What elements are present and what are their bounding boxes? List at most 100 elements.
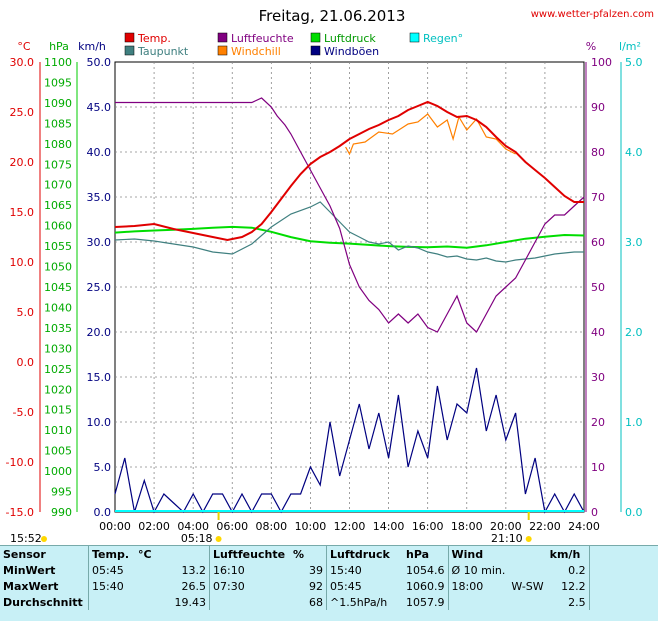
humidity-tick-label: 80 xyxy=(591,146,605,159)
axis-ticks: 30.0 25.0 20.0 15.0 10.0 5.0 0.0 -5.0 -10.0 -15.0… xyxy=(6,56,643,519)
humidity-tick-label: 50 xyxy=(591,281,605,294)
moon-mark-label: 15:52 xyxy=(10,532,42,545)
x-tick-label: 12:00 xyxy=(334,520,366,533)
temp-tick-label: 15.0 xyxy=(10,206,35,219)
pressure-tick-label: 995 xyxy=(51,486,72,499)
x-tick-label: 20:00 xyxy=(490,520,522,533)
stats-row: MaxWert 15:40 26.5 07:30 92 05:45 1060.9… xyxy=(0,578,658,594)
temp-tick-label: 30.0 xyxy=(10,56,35,69)
legend-swatch xyxy=(310,45,321,56)
stats-temp-time: 05:45 xyxy=(92,563,124,577)
series-line-taupunkt xyxy=(114,201,584,263)
stats-hum-time xyxy=(210,594,291,610)
temp-tick-label: 10.0 xyxy=(10,256,35,269)
stats-press-time: 05:45 xyxy=(330,579,362,593)
stats-hum-value: 68 xyxy=(290,594,327,610)
wind-tick-label: 45.0 xyxy=(87,101,112,114)
legend-label: Luftfeuchte xyxy=(231,32,294,45)
humidity-tick-label: 10 xyxy=(591,461,605,474)
legend-label: Temp. xyxy=(137,32,171,45)
stats-press-time: ^1.5hPa/h xyxy=(330,595,388,609)
temp-tick-label: -15.0 xyxy=(6,506,34,519)
stats-wind-value: 12.2 xyxy=(546,578,590,594)
pressure-tick-label: 1065 xyxy=(44,199,72,212)
humidity-tick-label: 40 xyxy=(591,326,605,339)
stats-temp-time: 15:40 xyxy=(92,579,124,593)
legend-label: Regen° xyxy=(423,32,463,45)
legend-label: Luftdruck xyxy=(324,32,376,45)
x-tick-label: 24:00 xyxy=(568,520,600,533)
weather-chart: Freitag, 21.06.2013 www.wetter-pfalzen.c… xyxy=(6,7,654,545)
humidity-tick-label: 20 xyxy=(591,416,605,429)
wind-tick-label: 10.0 xyxy=(87,416,112,429)
stats-header-wind-dir xyxy=(508,546,546,562)
x-tick-label: 04:00 xyxy=(177,520,209,533)
temp-tick-label: 20.0 xyxy=(10,156,35,169)
pressure-tick-label: 1060 xyxy=(44,220,72,233)
humidity-tick-label: 90 xyxy=(591,101,605,114)
stats-header-press: Luftdruck xyxy=(330,547,390,561)
series-line-windchill xyxy=(345,113,516,156)
legend-label: Windchill xyxy=(231,45,281,58)
stats-header-wind-unit: km/h xyxy=(546,546,590,562)
x-tick-label: 14:00 xyxy=(373,520,405,533)
stats-row-label: MinWert xyxy=(0,562,89,578)
stats-wind-dir: W-SW xyxy=(511,579,544,593)
legend-swatch xyxy=(124,32,135,43)
stats-temp-value: 26.5 xyxy=(135,578,210,594)
stats-hum-time: 16:10 xyxy=(213,563,245,577)
stats-hum-time: 07:30 xyxy=(213,579,245,593)
temp-tick-label: 0.0 xyxy=(17,356,35,369)
x-tick-label: 08:00 xyxy=(255,520,287,533)
pressure-tick-label: 1025 xyxy=(44,363,72,376)
pressure-tick-label: 1070 xyxy=(44,179,72,192)
pressure-tick-label: 1015 xyxy=(44,404,72,417)
moon-mark-icon xyxy=(41,536,47,542)
wind-tick-label: 5.0 xyxy=(94,461,112,474)
legend-swatch xyxy=(310,32,321,43)
rain-unit: l/m² xyxy=(619,40,641,53)
pressure-tick-label: 1080 xyxy=(44,138,72,151)
source-label: www.wetter-pfalzen.com xyxy=(531,9,654,20)
pressure-tick-label: 1005 xyxy=(44,445,72,458)
pressure-tick-label: 1090 xyxy=(44,97,72,110)
stats-row: MinWert 05:45 13.2 16:10 39 15:40 1054.6… xyxy=(0,562,658,578)
rain-tick-label: 2.0 xyxy=(625,326,643,339)
x-tick-label: 02:00 xyxy=(138,520,170,533)
x-tick-label: 18:00 xyxy=(451,520,483,533)
stats-wind-time: Ø 10 min. xyxy=(451,563,506,577)
stats-header-sensor: Sensor xyxy=(0,546,89,562)
legend-swatch xyxy=(217,45,228,56)
stats-wind-dir xyxy=(508,562,546,578)
stats-header-hum: Luftfeuchte xyxy=(213,547,286,561)
pressure-tick-label: 1040 xyxy=(44,301,72,314)
humidity-tick-label: 70 xyxy=(591,191,605,204)
rain-tick-label: 3.0 xyxy=(625,236,643,249)
stats-wind-time: 18:00 xyxy=(451,579,484,593)
pressure-tick-label: 1010 xyxy=(44,424,72,437)
wind-tick-label: 20.0 xyxy=(87,326,112,339)
series-line-luftfeuchte xyxy=(115,97,585,333)
legend-label: Taupunkt xyxy=(137,45,189,58)
stats-spacer xyxy=(589,578,658,594)
wind-tick-label: 40.0 xyxy=(87,146,112,159)
sun-mark-icon xyxy=(215,536,222,542)
pressure-tick-label: 1095 xyxy=(44,76,72,89)
stats-row-label: Durchschnitt xyxy=(0,594,89,610)
rain-tick-label: 1.0 xyxy=(625,416,643,429)
stats-temp-value: 13.2 xyxy=(135,562,210,578)
humidity-tick-label: 60 xyxy=(591,236,605,249)
pressure-tick-label: 1085 xyxy=(44,117,72,130)
stats-header-row: Sensor Temp. °C Luftfeuchte % Luftdruck … xyxy=(0,546,658,562)
temp-unit: °C xyxy=(17,40,31,53)
pressure-tick-label: 1055 xyxy=(44,240,72,253)
pressure-tick-label: 1045 xyxy=(44,281,72,294)
stats-row: Durchschnitt 19.43 68 ^1.5hPa/h 1057.9 2… xyxy=(0,594,658,610)
rain-tick-label: 4.0 xyxy=(625,146,643,159)
series-line-luftdruck xyxy=(114,225,585,249)
grid xyxy=(115,62,584,512)
pressure-unit: hPa xyxy=(49,40,69,53)
axis-units: °C hPa km/h % l/m² xyxy=(17,40,641,53)
stats-spacer xyxy=(589,562,658,578)
stats-press-value: 1060.9 xyxy=(403,578,449,594)
